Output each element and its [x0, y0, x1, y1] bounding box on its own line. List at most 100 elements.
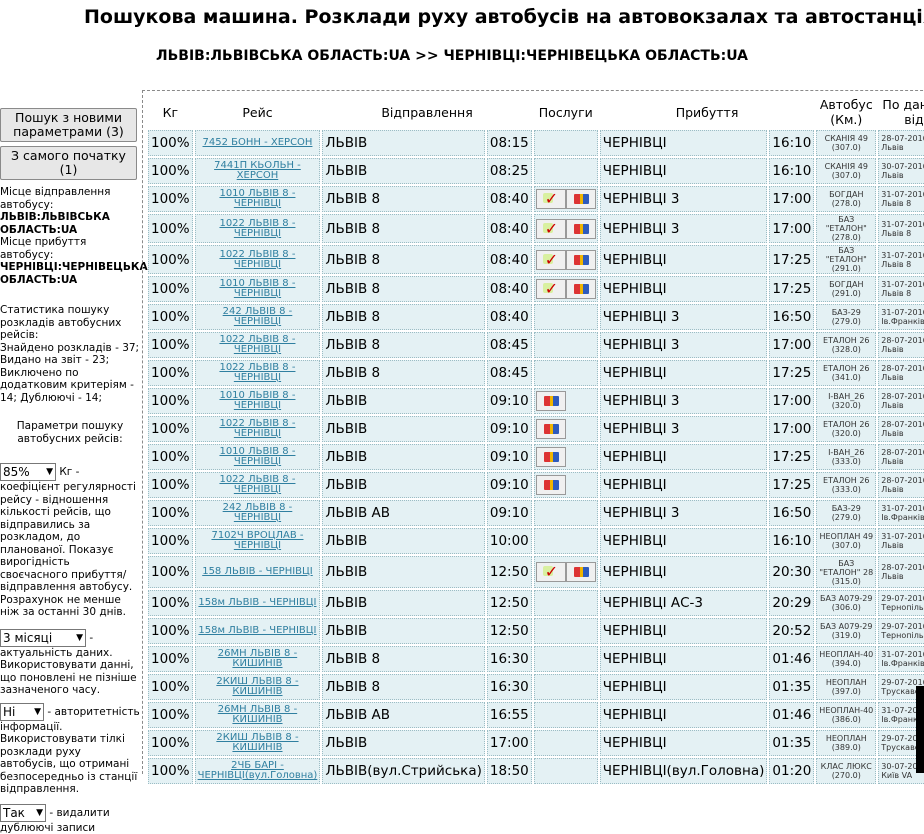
- card-payment-icon[interactable]: [536, 419, 566, 439]
- header-services: Послуги: [534, 96, 598, 128]
- trip-link[interactable]: 1022 ЛЬВІВ 8 -ЧЕРНІВЦІ: [195, 214, 321, 243]
- trip-link[interactable]: 158м ЛЬВІВ - ЧЕРНІВЦІ: [195, 618, 321, 644]
- trip-link[interactable]: 1022 ЛЬВІВ 8 -ЧЕРНІВЦІ: [195, 332, 321, 358]
- trip-link[interactable]: 242 ЛЬВІВ 8 -ЧЕРНІВЦІ: [195, 500, 321, 526]
- services-cell: [534, 758, 598, 784]
- bus-line: (279.0): [819, 317, 873, 326]
- card-payment-icon[interactable]: [536, 447, 566, 467]
- bus-line: (320.0): [819, 429, 873, 438]
- services-cell: [534, 444, 598, 470]
- trip-link-line: ЧЕРНІВЦІ: [198, 485, 318, 495]
- trip-link[interactable]: 7441П КЬОЛЬН -ХЕРСОН: [195, 158, 321, 184]
- trip-link[interactable]: 26МН ЛЬВІВ 8 -КИШИНІВ: [195, 702, 321, 728]
- checkmark-icon[interactable]: [536, 279, 566, 299]
- date-cell: 30-07-2016 (5)Львів: [878, 158, 924, 184]
- dup-select[interactable]: Так▼: [0, 804, 46, 822]
- trip-link[interactable]: 1010 ЛЬВІВ 8 -ЧЕРНІВЦІ: [195, 388, 321, 414]
- departure-time: 08:40: [487, 186, 532, 212]
- date-cell: 31-07-2016 (2)Ів.Франківськ-2: [878, 646, 924, 672]
- trip-link[interactable]: 1010 ЛЬВІВ 8 -ЧЕРНІВЦІ: [195, 444, 321, 470]
- trip-link[interactable]: 158 ЛЬВІВ - ЧЕРНІВЦІ: [195, 556, 321, 588]
- departure-place: ЛЬВІВ: [322, 528, 485, 554]
- departure-time: 18:50: [487, 758, 532, 784]
- departure-place: ЛЬВІВ АВ: [322, 702, 485, 728]
- trip-link[interactable]: 1010 ЛЬВІВ 8 -ЧЕРНІВЦІ: [195, 186, 321, 212]
- trip-link[interactable]: 1022 ЛЬВІВ 8 -ЧЕРНІВЦІ: [195, 245, 321, 274]
- restart-button[interactable]: З самого початку (1): [0, 146, 137, 180]
- kg-cell: 100%: [148, 618, 193, 644]
- departure-time: 08:40: [487, 214, 532, 243]
- bus-line: БАЗ: [819, 215, 873, 224]
- trip-link[interactable]: 2ЧБ БАРІ -ЧЕРНІВЦІ(вул.Головна): [195, 758, 321, 784]
- trip-link[interactable]: 2КИШ ЛЬВІВ 8 -КИШИНІВ: [195, 674, 321, 700]
- services-cell: [534, 472, 598, 498]
- trip-link[interactable]: 1022 ЛЬВІВ 8 -ЧЕРНІВЦІ: [195, 472, 321, 498]
- trip-link-line: ЧЕРНІВЦІ: [198, 401, 318, 411]
- trip-link[interactable]: 2КИШ ЛЬВІВ 8 -КИШИНІВ: [195, 730, 321, 756]
- card-payment-icon[interactable]: [536, 391, 566, 411]
- bus-line: БАЗ: [819, 246, 873, 255]
- card-payment-icon[interactable]: [566, 219, 596, 239]
- card-payment-icon[interactable]: [536, 475, 566, 495]
- trip-link-line: ЧЕРНІВЦІ: [198, 289, 318, 299]
- trip-link[interactable]: 26МН ЛЬВІВ 8 -КИШИНІВ: [195, 646, 321, 672]
- checkmark-icon[interactable]: [536, 250, 566, 270]
- services-cell: [534, 158, 598, 184]
- date-cell: 28-07-2016 (5)Львів: [878, 472, 924, 498]
- arrival-place: ЧЕРНІВЦІ(вул.Головна): [600, 758, 768, 784]
- date-line: Львів 8: [881, 289, 924, 298]
- services-cell: [534, 304, 598, 330]
- checkmark-icon[interactable]: [536, 189, 566, 209]
- bus-line: (315.0): [819, 577, 873, 586]
- card-payment-icon[interactable]: [566, 250, 596, 270]
- bus-line: ЕТАЛОН 26: [819, 336, 873, 345]
- stats-excluded: Виключено по додатковим критеріям - 14; …: [0, 367, 140, 405]
- trip-link-line: ЧЕРНІВЦІ: [198, 429, 318, 439]
- bus-cell: НЕОПЛАН 49(307.0): [816, 528, 876, 554]
- bus-line: БОГДАН: [819, 280, 873, 289]
- checkmark-icon[interactable]: [536, 562, 566, 582]
- chevron-down-icon: ▼: [76, 630, 83, 646]
- trip-link[interactable]: 7452 БОНН - ХЕРСОН: [195, 130, 321, 156]
- trip-link-line: КИШИНІВ: [198, 659, 318, 669]
- kg-param: 85%▼ Кг - коефіцієнт регулярності рейсу …: [0, 463, 140, 619]
- bus-line: (307.0): [819, 143, 873, 152]
- date-line: 31-07-2016 (2): [881, 650, 924, 659]
- departure-place: ЛЬВІВ 8: [322, 186, 485, 212]
- trip-link[interactable]: 1022 ЛЬВІВ 8 -ЧЕРНІВЦІ: [195, 360, 321, 386]
- trip-link[interactable]: 1010 ЛЬВІВ 8 -ЧЕРНІВЦІ: [195, 276, 321, 302]
- arrival-place: ЧЕРНІВЦІ 3: [600, 304, 768, 330]
- period-select[interactable]: 3 місяці▼: [0, 629, 86, 647]
- services-cell: [534, 214, 598, 243]
- card-payment-icon[interactable]: [566, 562, 596, 582]
- departure-place: ЛЬВІВ(вул.Стрийська): [322, 758, 485, 784]
- bus-line: (278.0): [819, 199, 873, 208]
- bus-line: НЕОПЛАН-40: [819, 706, 873, 715]
- date-line: 28-07-2016 (5): [881, 420, 924, 429]
- trip-link[interactable]: 1022 ЛЬВІВ 8 -ЧЕРНІВЦІ: [195, 416, 321, 442]
- departure-place: ЛЬВІВ 8: [322, 214, 485, 243]
- kg-select[interactable]: 85%▼: [0, 463, 56, 481]
- kg-cell: 100%: [148, 556, 193, 588]
- new-search-button[interactable]: Пошук з новими параметрами (3): [0, 108, 137, 142]
- departure-place: ЛЬВІВ 8: [322, 646, 485, 672]
- date-cell: 31-07-2016 (2)Львів 8: [878, 186, 924, 212]
- bus-cell: БАЗ А079-29(306.0): [816, 590, 876, 616]
- checkmark-icon[interactable]: [536, 219, 566, 239]
- card-payment-icon[interactable]: [566, 189, 596, 209]
- trip-link[interactable]: 158м ЛЬВІВ - ЧЕРНІВЦІ: [195, 590, 321, 616]
- authority-select[interactable]: Ні▼: [0, 703, 44, 721]
- departure-time: 08:45: [487, 332, 532, 358]
- trip-link[interactable]: 242 ЛЬВІВ 8 -ЧЕРНІВЦІ: [195, 304, 321, 330]
- arrival-value: ЧЕРНІВЦІ:ЧЕРНІВЕЦЬКА ОБЛАСТЬ:UA: [0, 261, 140, 286]
- dup-select-value: Так: [3, 806, 25, 820]
- date-cell: 28-07-2016 (5)Львів: [878, 556, 924, 588]
- bus-cell: КЛАС ЛЮКС(270.0): [816, 758, 876, 784]
- trip-link[interactable]: 7102Ч ВРОЦЛАВ -ЧЕРНІВЦІ: [195, 528, 321, 554]
- trip-link-line: ЧЕРНІВЦІ: [198, 317, 318, 327]
- header-kg: Кг: [148, 96, 193, 128]
- card-payment-icon[interactable]: [566, 279, 596, 299]
